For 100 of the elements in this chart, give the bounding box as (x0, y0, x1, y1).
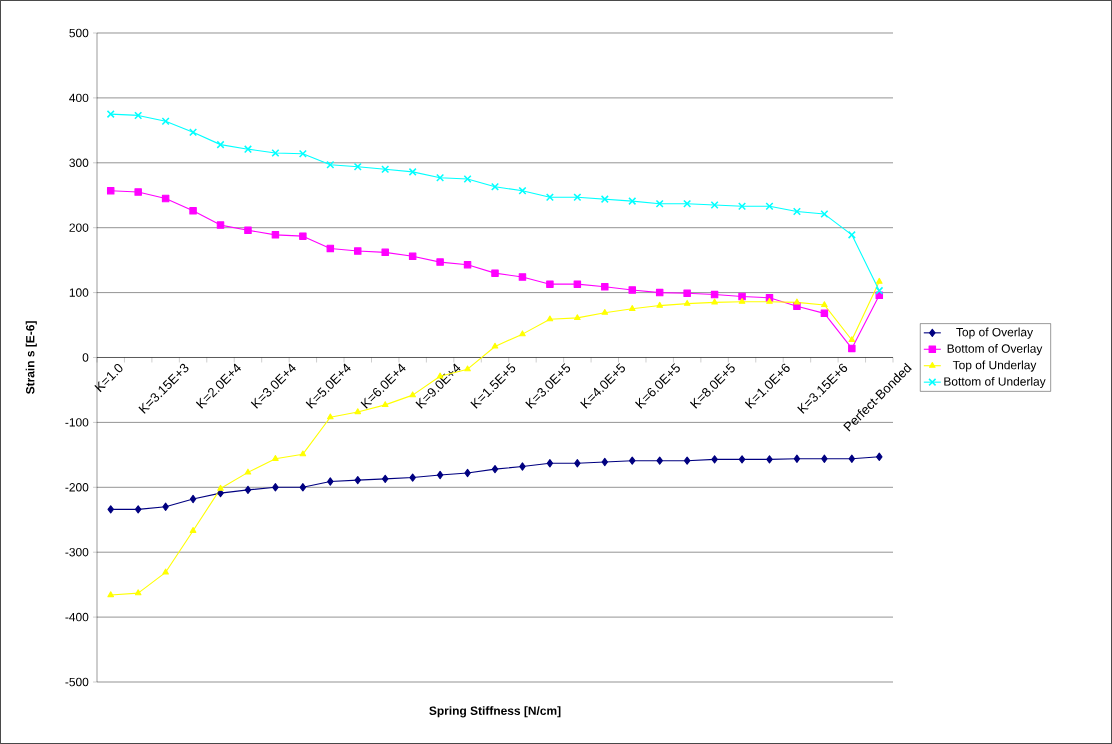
point (272, 454, 279, 461)
point (546, 315, 554, 322)
point (408, 252, 417, 260)
point (464, 468, 471, 478)
point (793, 454, 801, 463)
point (436, 470, 444, 480)
point (244, 468, 252, 475)
point (574, 459, 581, 468)
point (876, 452, 883, 461)
point (765, 202, 774, 211)
point (299, 232, 307, 240)
point (161, 117, 170, 126)
point (326, 244, 335, 253)
point (162, 502, 169, 511)
y-tick-label: -200 (65, 483, 89, 492)
point (106, 186, 115, 195)
point (628, 197, 637, 205)
point (574, 314, 581, 321)
point (628, 286, 636, 294)
point (244, 145, 252, 153)
point (848, 336, 856, 343)
point (655, 288, 664, 297)
point (134, 111, 142, 120)
point (821, 454, 828, 463)
point (766, 455, 773, 464)
point (546, 193, 554, 201)
point (601, 457, 609, 467)
point (848, 344, 856, 353)
point (272, 483, 279, 492)
y-tick-label: -300 (65, 547, 89, 557)
y-tick-label: 100 (69, 288, 89, 297)
point (381, 248, 389, 257)
point (519, 462, 526, 471)
point (519, 330, 526, 337)
legend-label: Top of Underlay (952, 360, 1037, 372)
point (518, 273, 527, 281)
point (354, 476, 362, 485)
point (738, 455, 746, 464)
point (601, 195, 609, 203)
point (299, 483, 307, 492)
point (848, 231, 856, 239)
point (408, 168, 417, 176)
point (162, 568, 169, 575)
point (711, 298, 718, 305)
point (491, 183, 499, 191)
point (436, 258, 444, 266)
point (491, 269, 499, 277)
point (820, 210, 829, 218)
y-tick-label: -400 (65, 612, 89, 622)
point (134, 589, 142, 596)
point (711, 455, 718, 464)
point (793, 207, 801, 216)
legend-label: Top of Overlay (956, 327, 1034, 339)
y-tick-label: 300 (69, 158, 89, 168)
point (738, 297, 746, 304)
point (683, 199, 691, 208)
point (518, 186, 527, 195)
point (381, 165, 389, 174)
point (491, 342, 499, 349)
point (107, 591, 115, 598)
point (107, 505, 114, 514)
point (134, 505, 142, 514)
point (738, 202, 746, 211)
y-axis-title: Strain s [E-6] (25, 321, 37, 395)
point (629, 456, 636, 465)
point (656, 456, 663, 465)
point (299, 450, 307, 457)
point (217, 484, 224, 491)
point (848, 454, 856, 463)
legend-label: Bottom of Underlay (944, 376, 1046, 389)
point (821, 301, 828, 308)
point (409, 473, 416, 482)
point (354, 408, 362, 415)
point (189, 494, 197, 504)
point (244, 226, 252, 235)
point (134, 188, 142, 196)
point (271, 149, 280, 157)
point (327, 477, 334, 486)
point (271, 231, 280, 239)
point (875, 286, 884, 295)
point (189, 207, 197, 215)
point (683, 456, 691, 465)
point (216, 140, 225, 149)
point (189, 128, 197, 137)
point (601, 308, 609, 315)
point (436, 173, 444, 182)
legend-label: Bottom of Overlay (947, 344, 1043, 356)
point (710, 201, 719, 209)
point (353, 162, 362, 171)
point (793, 298, 801, 305)
point (354, 247, 362, 255)
point (573, 193, 582, 201)
point (106, 110, 115, 118)
point (683, 289, 691, 297)
point (656, 301, 664, 308)
point (463, 260, 472, 269)
y-tick-label: 200 (69, 223, 89, 232)
point (326, 413, 334, 420)
point (683, 299, 691, 306)
point (326, 160, 335, 169)
